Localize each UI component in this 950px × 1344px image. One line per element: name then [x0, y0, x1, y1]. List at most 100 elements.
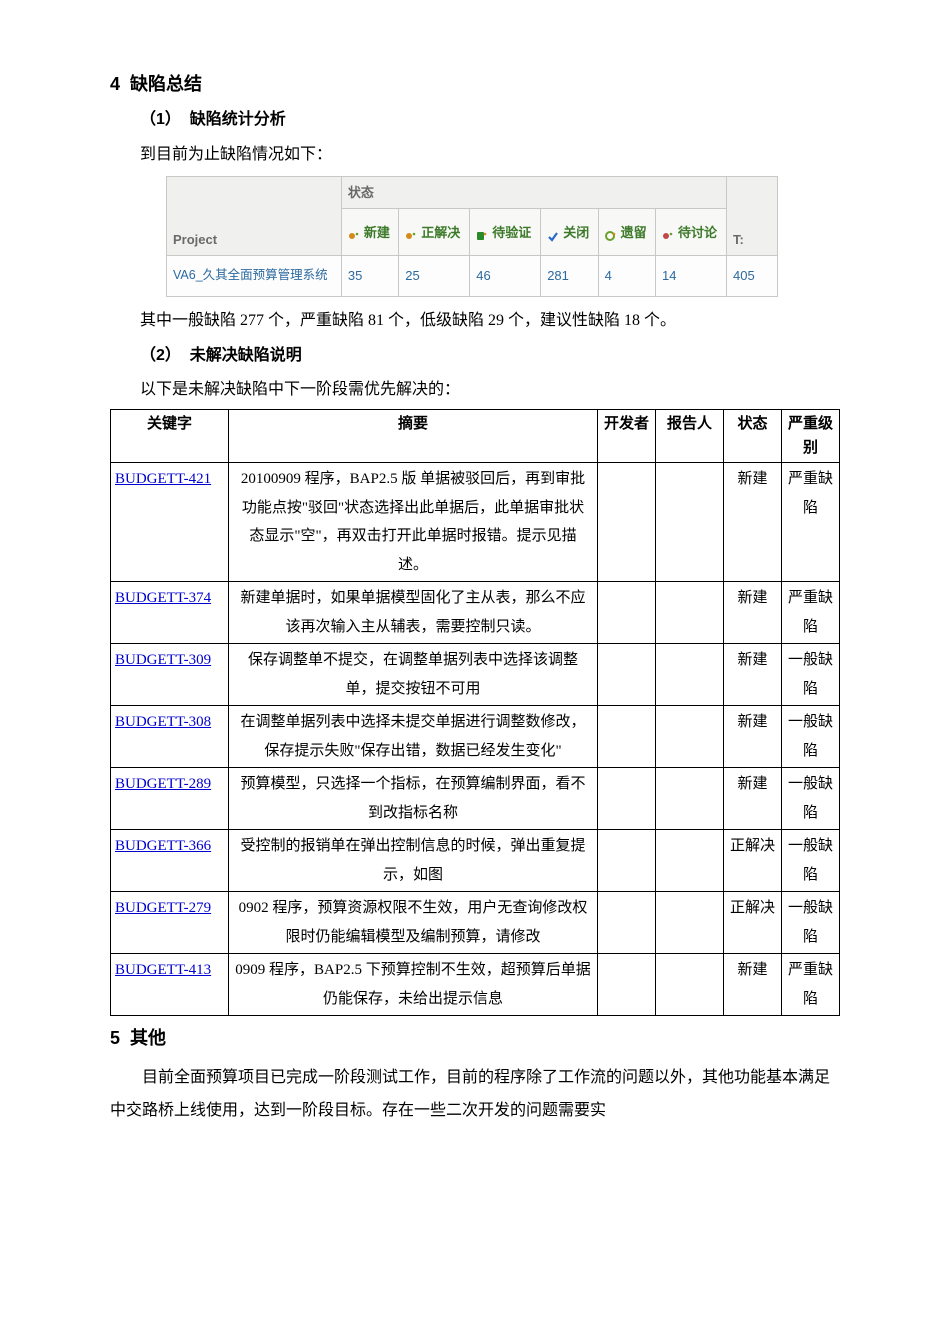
status-val-3: 281	[541, 256, 598, 296]
defect-summary: 预算模型，只选择一个指标，在预算编制界面，看不到改指标名称	[229, 768, 598, 830]
sub2-title: 未解决缺陷说明	[190, 347, 302, 364]
status-val-4: 4	[598, 256, 655, 296]
defect-row: BUDGETT-366受控制的报销单在弹出控制信息的时候，弹出重复提示，如图 正解…	[111, 830, 840, 892]
defect-summary: 0909 程序，BAP2.5 下预算控制不生效，超预算后单据仍能保存，未给出提示…	[229, 954, 598, 1016]
defect-h-status: 状态	[724, 410, 782, 463]
defect-key[interactable]: BUDGETT-279	[111, 892, 229, 954]
defect-status: 新建	[724, 954, 782, 1016]
status-dot-icon	[662, 226, 674, 238]
defect-key[interactable]: BUDGETT-374	[111, 582, 229, 644]
sub1-heading: （1） 缺陷统计分析	[140, 106, 840, 135]
defect-summary: 0902 程序，预算资源权限不生效，用户无查询修改权限时仍能编辑模型及编制预算，…	[229, 892, 598, 954]
section-5-heading: 5 其他	[110, 1022, 840, 1054]
defect-row: BUDGETT-308在调整单据列表中选择未提交单据进行调整数修改，保存提示失败…	[111, 706, 840, 768]
section-4-heading: 4 缺陷总结	[110, 68, 840, 100]
section-4-title: 缺陷总结	[130, 74, 202, 94]
defect-summary: 20100909 程序，BAP2.5 版 单据被驳回后，再到审批功能点按"驳回"…	[229, 463, 598, 582]
sub1-title: 缺陷统计分析	[190, 111, 286, 128]
defect-reporter	[656, 768, 724, 830]
status-val-1: 25	[399, 256, 470, 296]
defect-dev	[598, 706, 656, 768]
section-5-para: 目前全面预算项目已完成一阶段测试工作，目前的程序除了工作流的问题以外，其他功能基…	[110, 1061, 840, 1128]
section-5-title: 其他	[130, 1028, 166, 1048]
defect-key[interactable]: BUDGETT-309	[111, 644, 229, 706]
defect-severity: 一般缺陷	[782, 706, 840, 768]
defect-dev	[598, 463, 656, 582]
status-header-total: T:	[727, 176, 778, 255]
sub1-intro: 到目前为止缺陷情况如下：	[140, 141, 840, 170]
sub1-footer: 其中一般缺陷 277 个，严重缺陷 81 个，低级缺陷 29 个，建议性缺陷 1…	[140, 307, 840, 336]
status-dot-icon	[547, 226, 559, 238]
status-dot-icon	[348, 226, 360, 238]
defect-dev	[598, 644, 656, 706]
defect-key[interactable]: BUDGETT-289	[111, 768, 229, 830]
defect-summary: 受控制的报销单在弹出控制信息的时候，弹出重复提示，如图	[229, 830, 598, 892]
status-col-4: 遗留	[598, 209, 655, 256]
defect-status: 新建	[724, 706, 782, 768]
defect-reporter	[656, 954, 724, 1016]
status-val-0: 35	[341, 256, 398, 296]
defect-status: 新建	[724, 768, 782, 830]
defect-dev	[598, 768, 656, 830]
defect-row: BUDGETT-4130909 程序，BAP2.5 下预算控制不生效，超预算后单…	[111, 954, 840, 1016]
status-col-1: 正解决	[399, 209, 470, 256]
defect-severity: 一般缺陷	[782, 644, 840, 706]
defect-reporter	[656, 892, 724, 954]
section-4-number: 4	[110, 74, 120, 94]
defect-dev	[598, 954, 656, 1016]
defect-status: 新建	[724, 582, 782, 644]
status-data-row: VA6_久其全面预算管理系统 35 25 46 281 4 14 405	[167, 256, 778, 296]
status-val-total: 405	[727, 256, 778, 296]
defect-severity: 一般缺陷	[782, 830, 840, 892]
defect-severity: 严重缺陷	[782, 463, 840, 582]
status-col-0: 新建	[341, 209, 398, 256]
sub2-heading: （2） 未解决缺陷说明	[140, 342, 840, 371]
status-table-container: Project 状态 T: 新建 正解决 待验证 关闭 遗留 待讨论 VA6_久…	[166, 176, 778, 297]
defect-reporter	[656, 582, 724, 644]
defect-summary: 在调整单据列表中选择未提交单据进行调整数修改，保存提示失败"保存出错，数据已经发…	[229, 706, 598, 768]
status-dot-icon	[605, 226, 617, 238]
status-header-group: 状态	[341, 176, 726, 208]
defect-row: BUDGETT-309保存调整单不提交，在调整单据列表中选择该调整单，提交按钮不…	[111, 644, 840, 706]
defect-row: BUDGETT-289预算模型，只选择一个指标，在预算编制界面，看不到改指标名称…	[111, 768, 840, 830]
defect-key[interactable]: BUDGETT-308	[111, 706, 229, 768]
defect-key[interactable]: BUDGETT-413	[111, 954, 229, 1016]
defect-row: BUDGETT-374新建单据时，如果单据模型固化了主从表，那么不应该再次输入主…	[111, 582, 840, 644]
sub2-number: （2）	[140, 347, 181, 364]
sub1-number: （1）	[140, 111, 181, 128]
defect-summary: 新建单据时，如果单据模型固化了主从表，那么不应该再次输入主从辅表，需要控制只读。	[229, 582, 598, 644]
defect-severity: 一般缺陷	[782, 768, 840, 830]
defect-summary: 保存调整单不提交，在调整单据列表中选择该调整单，提交按钮不可用	[229, 644, 598, 706]
defect-row: BUDGETT-2790902 程序，预算资源权限不生效，用户无查询修改权限时仍…	[111, 892, 840, 954]
defect-header-row: 关键字 摘要 开发者 报告人 状态 严重级别	[111, 410, 840, 463]
defect-reporter	[656, 706, 724, 768]
status-val-5: 14	[655, 256, 726, 296]
status-header-project: Project	[167, 176, 342, 255]
status-val-2: 46	[470, 256, 541, 296]
defect-h-reporter: 报告人	[656, 410, 724, 463]
defect-reporter	[656, 830, 724, 892]
defect-key[interactable]: BUDGETT-421	[111, 463, 229, 582]
defect-status: 新建	[724, 644, 782, 706]
status-col-3: 关闭	[541, 209, 598, 256]
status-table: Project 状态 T: 新建 正解决 待验证 关闭 遗留 待讨论 VA6_久…	[166, 176, 778, 297]
defect-severity: 严重缺陷	[782, 582, 840, 644]
defect-h-summary: 摘要	[229, 410, 598, 463]
defect-table: 关键字 摘要 开发者 报告人 状态 严重级别 BUDGETT-421201009…	[110, 409, 840, 1016]
status-col-2: 待验证	[470, 209, 541, 256]
defect-dev	[598, 582, 656, 644]
defect-severity: 一般缺陷	[782, 892, 840, 954]
defect-h-severity: 严重级别	[782, 410, 840, 463]
defect-status: 正解决	[724, 892, 782, 954]
defect-key[interactable]: BUDGETT-366	[111, 830, 229, 892]
defect-row: BUDGETT-42120100909 程序，BAP2.5 版 单据被驳回后，再…	[111, 463, 840, 582]
status-project-name: VA6_久其全面预算管理系统	[167, 256, 342, 296]
defect-h-dev: 开发者	[598, 410, 656, 463]
defect-status: 正解决	[724, 830, 782, 892]
defect-reporter	[656, 644, 724, 706]
defect-dev	[598, 830, 656, 892]
defect-reporter	[656, 463, 724, 582]
status-dot-icon	[405, 226, 417, 238]
status-col-5: 待讨论	[655, 209, 726, 256]
defect-dev	[598, 892, 656, 954]
